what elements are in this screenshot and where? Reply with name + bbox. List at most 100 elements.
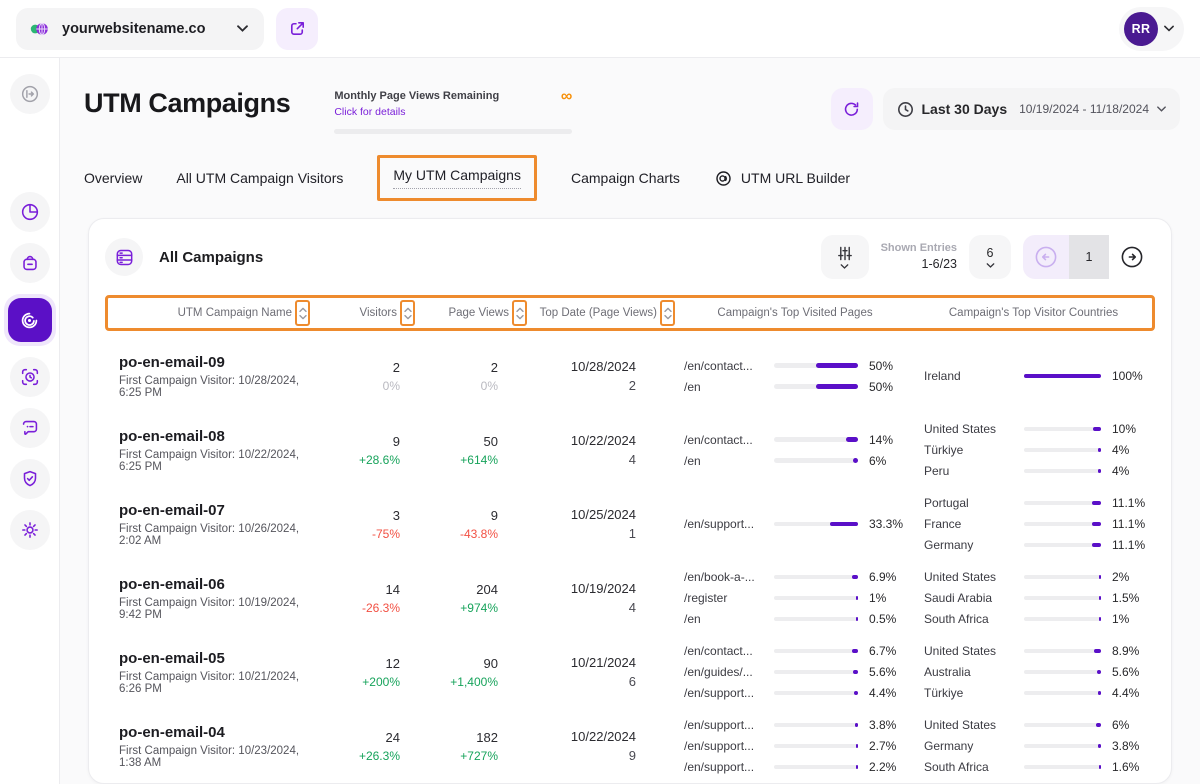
country-bar [1024, 575, 1101, 580]
sidebar-item-campaigns[interactable] [4, 294, 56, 346]
country-percent: 11.1% [1101, 517, 1149, 531]
quota-details-link[interactable]: Click for details [334, 106, 405, 118]
country-bar [1024, 427, 1101, 432]
current-page[interactable]: 1 [1069, 235, 1109, 279]
country-percent: 4% [1101, 443, 1149, 457]
country-stat: United States 2% [924, 570, 1149, 584]
sidebar-item-products[interactable] [10, 243, 50, 283]
sidebar-item-sessions[interactable] [10, 357, 50, 397]
country-bar [1024, 469, 1101, 474]
country-percent: 4.4% [1101, 686, 1149, 700]
visitors-cell: 3 -75% [307, 508, 412, 541]
country-bar [1024, 670, 1101, 675]
top-pages-cell: /en/book-a-...6.9%/register1%/en0.5% [672, 570, 912, 626]
country-percent: 3.8% [1101, 739, 1149, 753]
sidebar-toggle[interactable] [10, 74, 50, 114]
website-selector[interactable]: yourwebsitename.co [16, 8, 264, 50]
country-percent: 2% [1101, 570, 1149, 584]
column-header-page-views[interactable]: Page Views [415, 300, 527, 326]
page-views-count: 182 [412, 730, 498, 745]
column-header-top-date[interactable]: Top Date (Page Views) [527, 300, 675, 326]
tab-overview[interactable]: Overview [84, 161, 142, 195]
top-date-cell: 10/22/2024 9 [524, 729, 672, 763]
column-header-utm-campaign-name[interactable]: UTM Campaign Name [108, 300, 310, 326]
page-title: UTM Campaigns [84, 88, 290, 119]
country-percent: 11.1% [1101, 496, 1149, 510]
country-label: Türkiye [924, 686, 1020, 700]
sidebar-item-settings[interactable] [10, 510, 50, 550]
top-date-views: 4 [524, 452, 636, 467]
page-percent: 5.6% [858, 665, 906, 679]
country-bar [1024, 596, 1101, 601]
page-label: /en/contact... [684, 359, 770, 373]
country-label: United States [924, 718, 1020, 732]
sort-icon[interactable] [400, 300, 415, 326]
open-website-button[interactable] [276, 8, 318, 50]
country-percent: 1% [1101, 612, 1149, 626]
table-row[interactable]: po-en-email-06 First Campaign Visitor: 1… [105, 561, 1155, 635]
country-percent: 10% [1101, 422, 1149, 436]
page-label: /en/guides/... [684, 665, 770, 679]
top-countries-cell: Portugal11.1%France11.1%Germany11.1% [912, 496, 1155, 552]
country-label: United States [924, 570, 1020, 584]
column-filter-button[interactable] [821, 235, 869, 279]
page-percent: 6.9% [858, 570, 906, 584]
first-campaign-visitor: First Campaign Visitor: 10/19/2024, 9:42… [119, 597, 307, 621]
country-stat: Australia5.6% [924, 665, 1149, 679]
gear-icon [19, 519, 41, 541]
country-label: South Africa [924, 612, 1020, 626]
country-label: Germany [924, 739, 1020, 753]
table-row[interactable]: po-en-email-08 First Campaign Visitor: 1… [105, 413, 1155, 487]
country-percent: 100% [1101, 369, 1149, 383]
country-stat: Germany 3.8% [924, 739, 1149, 753]
topbar: yourwebsitename.co RR [0, 0, 1200, 58]
previous-page-button[interactable] [1023, 235, 1069, 279]
tab-campaign-charts[interactable]: Campaign Charts [571, 161, 680, 195]
country-percent: 1.5% [1101, 591, 1149, 605]
country-percent: 1.6% [1101, 760, 1149, 774]
table-row[interactable]: po-en-email-05 First Campaign Visitor: 1… [105, 635, 1155, 709]
next-page-button[interactable] [1109, 235, 1155, 279]
page-stat: /en/contact...14% [684, 433, 906, 447]
table-row[interactable]: po-en-email-04 First Campaign Visitor: 1… [105, 709, 1155, 783]
table-row[interactable]: po-en-email-09 First Campaign Visitor: 1… [105, 339, 1155, 413]
page-size-select[interactable]: 6 [969, 235, 1011, 279]
page-label: /en [684, 612, 770, 626]
sidebar-item-feedback[interactable] [10, 408, 50, 448]
page-percent: 2.7% [858, 739, 906, 753]
sort-icon[interactable] [295, 300, 310, 326]
country-label: Germany [924, 538, 1020, 552]
country-bar [1024, 522, 1101, 527]
table-row[interactable]: po-en-email-07 First Campaign Visitor: 1… [105, 487, 1155, 561]
chevron-down-icon [840, 264, 849, 269]
tab-all-utm-campaign-visitors[interactable]: All UTM Campaign Visitors [176, 161, 343, 195]
column-header-visitors[interactable]: Visitors [310, 300, 415, 326]
first-campaign-visitor: First Campaign Visitor: 10/28/2024, 6:25… [119, 375, 307, 399]
page-stat: /register1% [684, 591, 906, 605]
page-stat: /en/guides/... 5.6% [684, 665, 906, 679]
campaign-name: po-en-email-08 [119, 428, 307, 445]
page-stat: /en0.5% [684, 612, 906, 626]
pagination: 1 [1023, 235, 1155, 279]
utm-url-builder-icon [714, 169, 733, 188]
account-menu[interactable]: RR [1119, 7, 1184, 51]
chevron-down-icon [1164, 25, 1174, 32]
tab-bar: Overview All UTM Campaign Visitors My UT… [84, 158, 1200, 198]
date-range-picker[interactable]: Last 30 Days 10/19/2024 - 11/18/2024 [883, 88, 1181, 130]
tab-my-utm-campaigns[interactable]: My UTM Campaigns [377, 155, 537, 201]
country-percent: 6% [1101, 718, 1149, 732]
page-bar [774, 765, 858, 770]
sort-icon[interactable] [512, 300, 527, 326]
sidebar-item-privacy[interactable] [10, 459, 50, 499]
page-views-count: 9 [412, 508, 498, 523]
quota-progress-bar [334, 129, 572, 134]
page-stat: /en/support...2.2% [684, 760, 906, 774]
page-percent: 6.7% [858, 644, 906, 658]
page-label: /en/support... [684, 760, 770, 774]
country-bar [1024, 691, 1101, 696]
tab-utm-url-builder[interactable]: UTM URL Builder [714, 160, 850, 197]
sidebar-item-dashboard[interactable] [10, 192, 50, 232]
sort-icon[interactable] [660, 300, 675, 326]
refresh-button[interactable] [831, 88, 873, 130]
country-label: Saudi Arabia [924, 591, 1020, 605]
